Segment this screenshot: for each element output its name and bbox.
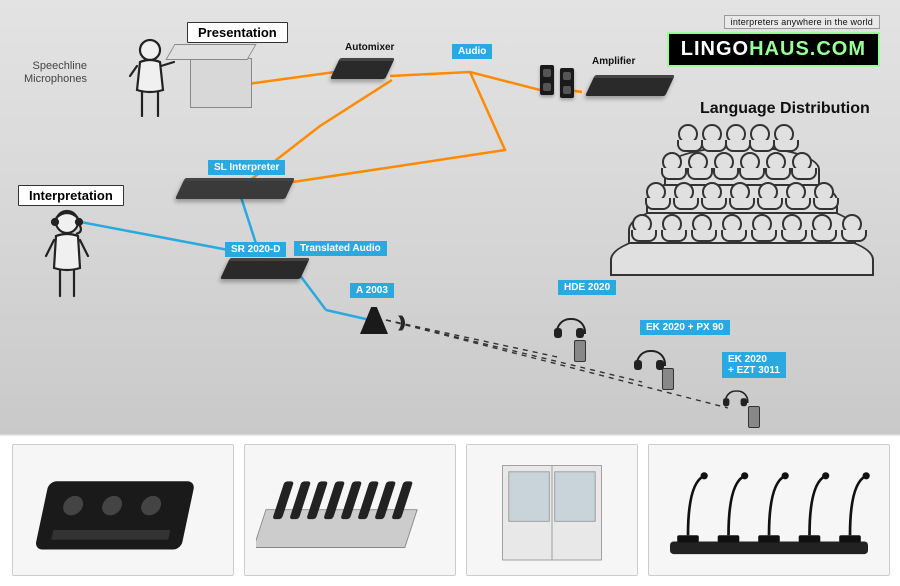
thumb-booth (466, 444, 638, 576)
label-amplifier: Amplifier (592, 56, 635, 67)
headphones-icon (556, 318, 582, 340)
label-sr2020d: SR 2020-D (225, 242, 286, 257)
heading-distribution: Language Distribution (700, 100, 870, 118)
device-automixer (330, 58, 395, 79)
label-ek-px90: EK 2020 + PX 90 (640, 320, 730, 335)
device-sr2020d (220, 258, 310, 279)
stethoset-icon (725, 390, 746, 408)
label-sl-interpreter: SL Interpreter (208, 160, 285, 175)
label-automixer: Automixer (345, 42, 394, 53)
label-a2003: A 2003 (350, 283, 394, 298)
brand-tagline: interpreters anywhere in the world (724, 15, 880, 29)
device-sl-interpreter (175, 178, 295, 199)
heading-presentation: Presentation (187, 22, 288, 43)
label-ek-ezt: EK 2020 + EZT 3011 (722, 352, 786, 378)
label-speechline: Speechline Microphones (24, 60, 87, 86)
brand-logo: interpreters anywhere in the world LINGO… (667, 12, 880, 67)
receiver-icon (574, 340, 586, 362)
headphones-icon (636, 350, 662, 372)
receiver-icon (748, 406, 760, 428)
heading-interpretation: Interpretation (18, 185, 124, 206)
thumb-gooseneck-mics (648, 444, 890, 576)
device-amplifier (585, 75, 675, 96)
presenter-figure-icon (128, 38, 178, 118)
interpreter-figure-icon (42, 208, 92, 298)
label-audio: Audio (452, 44, 492, 59)
label-hde2020: HDE 2020 (558, 280, 616, 295)
thumb-charger-rack (244, 444, 456, 576)
speaker-icon (540, 65, 554, 95)
brand-wordmark: LINGOHAUS.COM (667, 32, 880, 67)
podium-icon (170, 44, 250, 114)
speaker-icon (560, 68, 574, 98)
thumb-console (12, 444, 234, 576)
audience-icon (610, 120, 870, 290)
diagram-canvas: interpreters anywhere in the world LINGO… (0, 0, 900, 586)
label-translated-audio: Translated Audio (294, 241, 387, 256)
signal-wave-icon: ))) (398, 314, 402, 332)
receiver-icon (662, 368, 674, 390)
